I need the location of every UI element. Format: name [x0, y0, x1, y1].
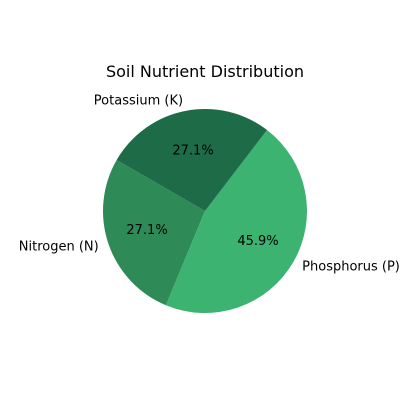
pie-slice-nitrogen-n	[103, 160, 205, 306]
chart-title: Soil Nutrient Distribution	[106, 62, 304, 81]
slice-percent-nitrogen-n: 27.1%	[126, 223, 167, 238]
pie-slice-phosphorus-p	[165, 130, 307, 313]
slice-label-phosphorus-p: Phosphorus (P)	[302, 260, 400, 275]
slice-percent-phosphorus-p: 45.9%	[237, 234, 278, 249]
pie-labels: Nitrogen (N) 27.1% Phosphorus (P) 45.9% Pota…	[19, 93, 400, 274]
slice-percent-potassium-k: 27.1%	[172, 143, 213, 158]
pie-slices	[103, 109, 307, 313]
slice-label-nitrogen-n: Nitrogen (N)	[19, 240, 99, 255]
pie-slice-potassium-k	[116, 109, 268, 211]
slice-label-potassium-k: Potassium (K)	[94, 93, 183, 108]
